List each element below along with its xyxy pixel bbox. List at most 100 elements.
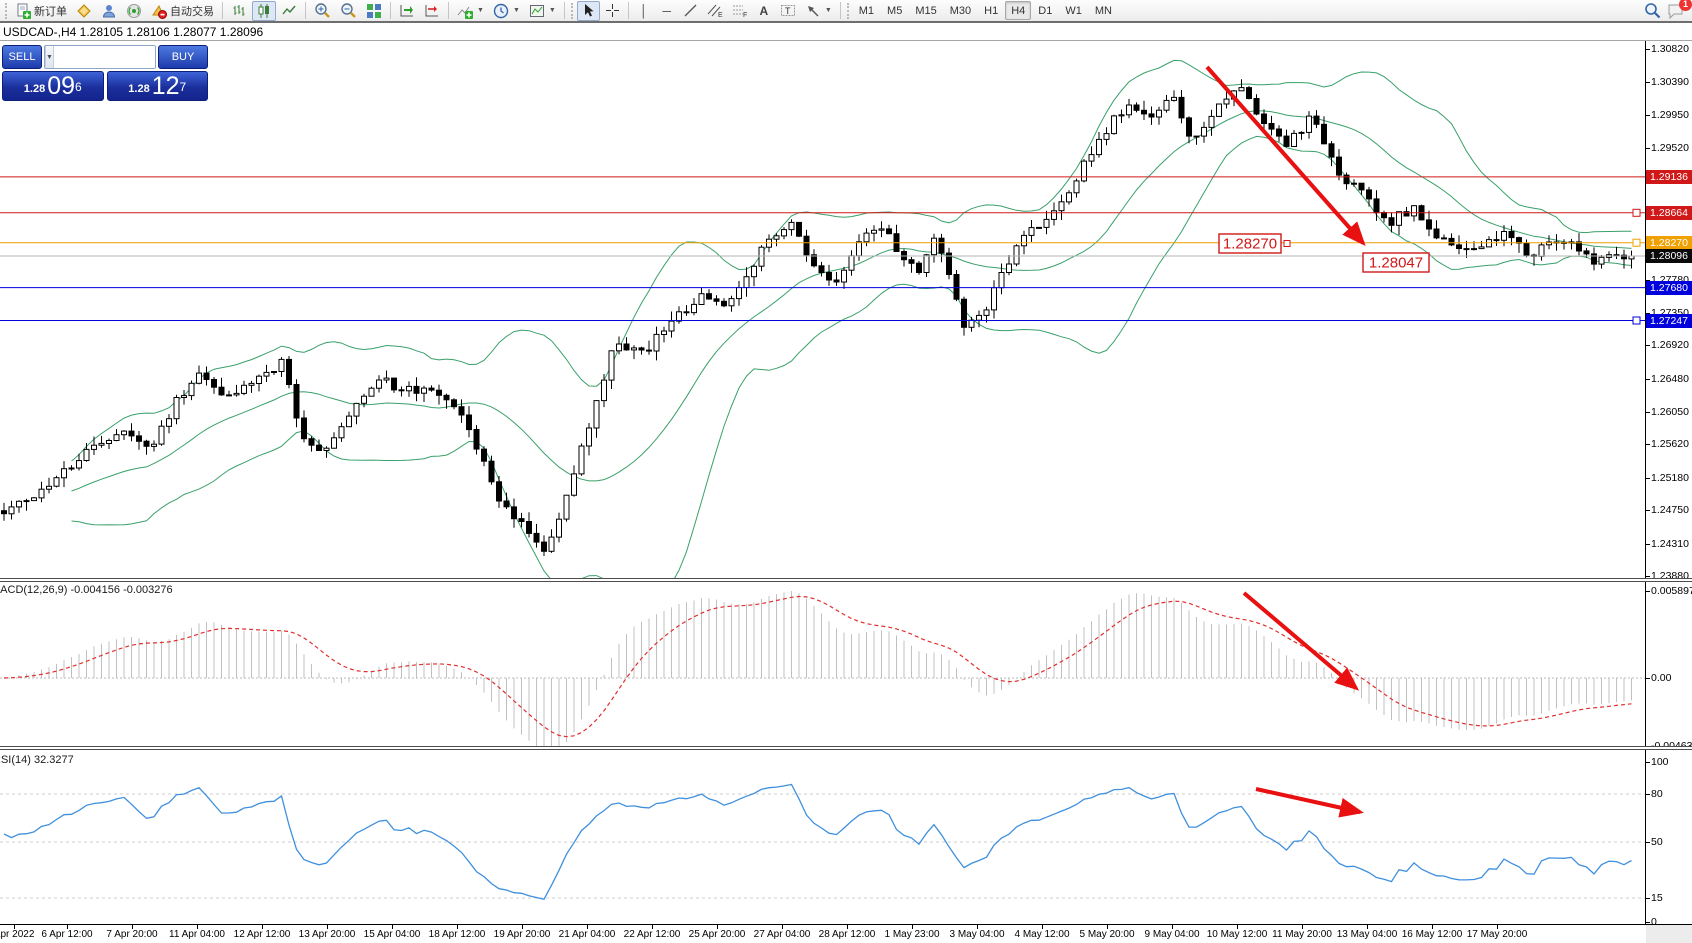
indicators-button[interactable]: ▼ (453, 1, 488, 21)
timeframe-m5-button[interactable]: M5 (887, 4, 903, 17)
search-icon[interactable] (1644, 2, 1661, 19)
trendline-tool-button[interactable] (679, 1, 702, 21)
arrows-tool-button[interactable]: ▼ (801, 1, 836, 21)
autoscroll-button[interactable] (395, 1, 419, 21)
fibonacci-tool-button[interactable]: F (728, 1, 752, 21)
time-axis-tick (14, 925, 15, 929)
sell-button[interactable]: SELL (2, 45, 42, 69)
time-axis-label: 3 May 04:00 (949, 929, 1005, 940)
trend-arrow[interactable] (1205, 65, 1366, 246)
svg-text:1.28270: 1.28270 (1223, 236, 1277, 253)
axis-label: 1.29950 (1651, 108, 1689, 121)
chart-title: USDCAD-,H4 1.28105 1.28106 1.28077 1.280… (3, 25, 264, 39)
rsi-indicator-panel[interactable] (0, 750, 1646, 923)
toolbar-grip[interactable] (570, 2, 574, 19)
profile-button[interactable] (97, 1, 121, 21)
chart-shift-button[interactable] (420, 1, 444, 21)
time-axis-label: 1 May 23:00 (884, 929, 940, 940)
timeframe-m15-button[interactable]: M15 (915, 4, 937, 17)
axis-tick (1645, 412, 1650, 413)
cursor-tool-button[interactable] (576, 0, 600, 21)
volume-input[interactable] (53, 46, 155, 68)
channel-icon: E (707, 4, 723, 18)
horizontal-line-icon: ─ (662, 3, 672, 18)
autotrading-button[interactable]: 自动交易 (147, 1, 218, 21)
time-axis-label: 6 Apr 12:00 (41, 929, 93, 940)
templates-button[interactable]: ▼ (525, 1, 560, 21)
volume-stepper: ▼ ▲ (44, 45, 156, 69)
autotrading-label: 自动交易 (170, 5, 214, 18)
new-order-label: 新订单 (34, 5, 67, 18)
timeframe-h4-button[interactable]: H4 (1005, 1, 1032, 20)
toolbar-grip[interactable] (5, 2, 8, 19)
price-callout[interactable]: 1.28047 (1362, 252, 1430, 273)
axis-label: 1.24750 (1651, 504, 1689, 517)
axis-tick (1645, 280, 1650, 281)
buy-price-big: 12 (151, 72, 180, 100)
timeframe-m1-button[interactable]: M1 (858, 4, 875, 17)
toolbar: 新订单 自动交易 (0, 0, 1692, 23)
crosshair-tool-button[interactable] (601, 1, 624, 21)
time-axis-label: 21 Apr 04:00 (558, 929, 616, 940)
macd-trend-arrow[interactable] (1242, 591, 1360, 691)
axis-label: 1.30820 (1651, 42, 1689, 55)
timeframe-h1-button[interactable]: H1 (984, 4, 999, 17)
notification-badge: 1 (1679, 0, 1692, 11)
axis-label: 0 (1651, 916, 1657, 928)
new-order-button[interactable]: 新订单 (11, 1, 71, 21)
bar-chart-icon (233, 4, 245, 16)
dropdown-arrow-icon: ▼ (512, 7, 520, 14)
bar-chart-button[interactable] (227, 1, 251, 21)
cursor-icon (584, 4, 594, 17)
time-axis-tick (132, 925, 133, 929)
axis-tick (1645, 345, 1650, 346)
text-tool-button[interactable]: A (753, 1, 775, 21)
axis-label: 15 (1651, 892, 1663, 904)
time-axis-tick (717, 925, 718, 929)
vertical-line-tool-button[interactable]: │ (633, 1, 655, 21)
notifications-button[interactable]: 1 (1667, 0, 1692, 19)
vertical-line-icon: │ (640, 3, 648, 18)
sell-price-display[interactable]: 1.28 09 6 (2, 71, 104, 101)
macd-indicator-panel[interactable] (0, 582, 1646, 747)
buy-price-small: 1.28 (128, 83, 150, 95)
volume-decrease-button[interactable]: ▼ (45, 46, 54, 68)
timeframe-group: M1 M5 M15 M30 H1 H4 D1 W1 MN (853, 1, 1118, 20)
tile-windows-button[interactable] (362, 1, 386, 21)
axis-corner (1646, 925, 1692, 943)
line-chart-button[interactable] (277, 1, 301, 21)
main-price-chart[interactable]: 1.28270 1.28047 (0, 23, 1646, 579)
axis-tick (1645, 591, 1650, 592)
time-axis-tick (457, 925, 458, 929)
channel-tool-button[interactable]: E (703, 1, 727, 21)
text-label-tool-button[interactable]: T (776, 1, 800, 21)
price-callout[interactable]: 1.28270 (1218, 233, 1291, 254)
axis-label: 100 (1651, 756, 1669, 768)
signals-button[interactable] (122, 1, 146, 21)
candlestick-button[interactable] (252, 0, 276, 21)
time-axis-label: 19 Apr 20:00 (493, 929, 551, 940)
horizontal-line-tool-button[interactable]: ─ (656, 1, 678, 21)
new-chart-button[interactable] (72, 1, 96, 21)
zoom-out-button[interactable] (336, 1, 361, 21)
time-axis-label: 5 Apr 2022 (0, 929, 35, 940)
axis-label: 1.25620 (1651, 438, 1689, 451)
axis-tick (1645, 510, 1650, 511)
timeframe-w1-button[interactable]: W1 (1065, 4, 1082, 17)
timeframe-mn-button[interactable]: MN (1094, 4, 1112, 17)
timeframe-d1-button[interactable]: D1 (1038, 4, 1053, 17)
time-axis-tick (67, 925, 68, 929)
toolbar-grip[interactable] (846, 2, 850, 19)
panel-separator[interactable] (0, 578, 1692, 582)
periods-button[interactable]: ▼ (489, 1, 524, 21)
buy-price-display[interactable]: 1.28 12 7 (106, 71, 208, 101)
toolbar-divider (222, 2, 223, 19)
timeframe-m30-button[interactable]: M30 (949, 4, 972, 17)
zoom-in-button[interactable] (310, 1, 335, 21)
axis-label: 0.00 (1651, 672, 1672, 684)
axis-label: 1.26920 (1651, 339, 1689, 352)
rsi-trend-arrow[interactable] (1255, 787, 1364, 818)
buy-button[interactable]: BUY (158, 45, 208, 69)
panel-separator[interactable] (0, 746, 1692, 750)
